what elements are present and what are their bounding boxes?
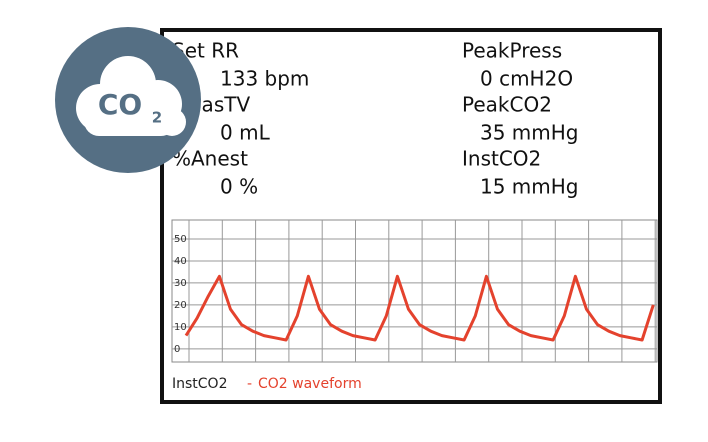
y-tick-label: 0 <box>174 344 180 355</box>
icon-cloud <box>76 56 186 136</box>
icon-label: CO <box>98 88 142 121</box>
readout-value: 0 % <box>220 175 258 199</box>
readout-value: 35 mmHg <box>480 121 579 145</box>
y-tick-label: 50 <box>174 234 187 245</box>
y-tick-label: 10 <box>174 322 187 333</box>
chart-frame <box>171 219 658 363</box>
chart-label: InstCO2 <box>172 376 228 392</box>
readout-label: PeakPress <box>462 39 562 63</box>
y-tick-label: 30 <box>174 278 187 289</box>
y-tick-label: 20 <box>174 300 187 311</box>
readout-value: 15 mmHg <box>480 175 579 199</box>
readout-label: InstCO2 <box>462 147 541 171</box>
waveform-line <box>184 274 655 342</box>
co2-icon: CO 2 <box>55 27 201 173</box>
readout-value: 0 mL <box>220 121 271 145</box>
icon-subscript: 2 <box>152 109 162 127</box>
readout-value: 0 cmH2O <box>480 67 573 91</box>
y-tick-label: 40 <box>174 256 187 267</box>
readout-label: %Anest <box>172 147 248 171</box>
legend-dash: - <box>247 376 252 392</box>
legend-entry: CO2 waveform <box>258 376 362 392</box>
monitor-panel <box>160 28 662 404</box>
readout-value: 133 bpm <box>220 67 309 91</box>
waveform-chart: 0 10 20 30 40 50 <box>171 219 658 363</box>
readout-label: PeakCO2 <box>462 93 552 117</box>
